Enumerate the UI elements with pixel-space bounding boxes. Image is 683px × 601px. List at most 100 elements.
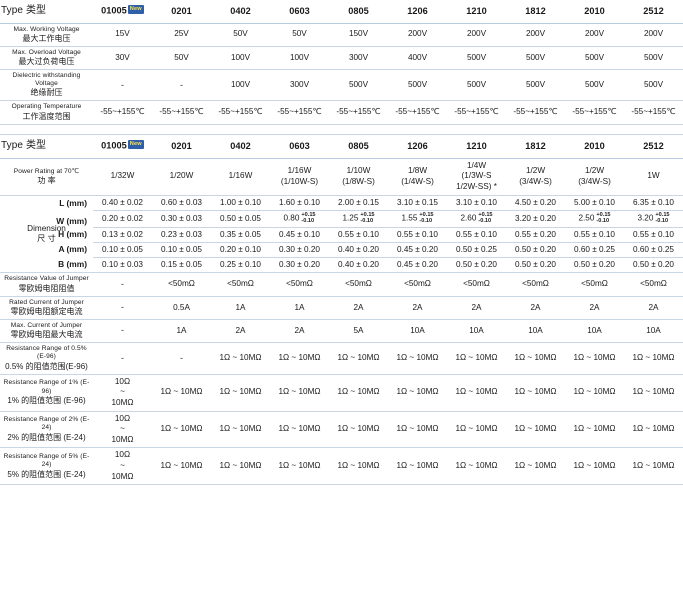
power-line: (3/4W-S) <box>519 176 552 186</box>
cell-r1-c4: 2A <box>329 296 388 320</box>
cell-r5-c7: 1Ω ~ 10MΩ <box>506 411 565 449</box>
table1-type-0603: 0603 <box>270 0 329 24</box>
cell-r1-c8: 2A <box>565 296 624 320</box>
row-label: Max. Working Voltage 最大工作电压 <box>0 23 93 47</box>
empty-dash: - <box>121 325 124 336</box>
value-line: 10MΩ <box>111 397 134 407</box>
dim-A-c2: 0.20 ± 0.10 <box>211 242 270 259</box>
table2-type-01005: 01005 New <box>93 135 152 159</box>
dimension-row-A: 0.10 ± 0.05 0.10 ± 0.05 0.20 ± 0.10 0.30 ± … <box>0 242 683 259</box>
cell-r4-c7: 1Ω ~ 10MΩ <box>506 374 565 412</box>
cell-r0-c4: 150V <box>329 23 388 47</box>
power-line: 1/16W <box>287 166 312 175</box>
cell-r1-c1: 0.5A <box>152 296 211 320</box>
electrical-characteristics-table: Type 类型 01005 New 0201 0402 0603 0805 1206 1210 1… <box>0 0 683 125</box>
dim-W-c3: 0.80 +0.15 -0.10 <box>270 210 329 228</box>
cell-r1-c9: 2A <box>624 296 683 320</box>
dim-A-c7: 0.50 ± 0.20 <box>506 242 565 259</box>
table1-header-label: Type 类型 <box>0 0 93 24</box>
cell-r3-c0: -55~+155℃ <box>93 100 152 125</box>
cell-r2-c5: 10A <box>388 319 447 344</box>
dim-L-c9: 6.35 ± 0.10 <box>624 195 683 211</box>
dim-nominal: 3.20 <box>637 213 654 223</box>
label-en: Operating Temperature <box>11 103 82 111</box>
label-cn: 0.5% 的阻值范围(E-96) <box>5 361 88 371</box>
cell-r3-c4: 1Ω ~ 10MΩ <box>329 342 388 375</box>
dim-L-c0: 0.40 ± 0.02 <box>93 195 152 211</box>
cell-r1-c6: 2A <box>447 296 506 320</box>
dimension-row-B: 0.10 ± 0.03 0.15 ± 0.05 0.25 ± 0.10 0.30 ± … <box>0 257 683 274</box>
dim-tolerance: +0.15 -0.10 <box>360 212 374 225</box>
dimension-label-en: Dimension <box>27 223 66 233</box>
table2-type-0201: 0201 <box>152 135 211 159</box>
dim-A-c5: 0.45 ± 0.20 <box>388 242 447 259</box>
cell-r0-c2: 50V <box>211 23 270 47</box>
cell-r2-c2: 2A <box>211 319 270 344</box>
table-row: Max. Overload Voltage 最大过负荷电压 30V 50V 100V 10… <box>0 46 683 70</box>
dim-tolerance: +0.15 -0.10 <box>419 212 433 225</box>
table-gap-spacer <box>0 124 683 136</box>
dimension-unit: (mm) <box>66 259 87 270</box>
cell-r0-c5: <50mΩ <box>388 272 447 297</box>
cell-r0-c8: 200V <box>565 23 624 47</box>
dim-A-c8: 0.60 ± 0.25 <box>565 242 624 259</box>
cell-r3-c2: -55~+155℃ <box>211 100 270 125</box>
cell-r2-c6: 10A <box>447 319 506 344</box>
power-line: 1/32W <box>110 171 135 181</box>
cell-r2-c1: - <box>152 69 211 102</box>
new-badge: New <box>127 5 144 14</box>
dimension-key-H: H (mm) <box>58 228 87 239</box>
cell-r5-c5: 1Ω ~ 10MΩ <box>388 411 447 449</box>
table-row: Resistance Range of 1% (E-96) 1% 的阻值范围 (E… <box>0 374 683 412</box>
dim-B-c7: 0.50 ± 0.20 <box>506 257 565 274</box>
label-cn: 最大过负荷电压 <box>18 56 75 66</box>
label-cn: 5% 的阻值范围 (E-24) <box>7 469 86 479</box>
type-label-cn: 类型 <box>25 140 46 152</box>
cell-r0-c2: <50mΩ <box>211 272 270 297</box>
table1-type-0201: 0201 <box>152 0 211 24</box>
cell-r5-c1: 1Ω ~ 10MΩ <box>152 411 211 449</box>
cell-r2-c8: 500V <box>565 69 624 102</box>
power-line: (1/4W-S) <box>401 176 434 186</box>
empty-dash: - <box>121 352 124 363</box>
table-row: Resistance Range of 5% (E-24) 5% 的阻值范围 (E… <box>0 447 683 486</box>
label-en: Max. Current of Jumper <box>10 321 83 329</box>
spacer <box>0 124 683 136</box>
cell-r6-c6: 1Ω ~ 10MΩ <box>447 447 506 486</box>
dim-tolerance: +0.15 -0.10 <box>655 212 669 225</box>
dim-W-c5: 1.55 +0.15 -0.10 <box>388 210 447 228</box>
cell-r0-c8: <50mΩ <box>565 272 624 297</box>
dim-B-c4: 0.40 ± 0.20 <box>329 257 388 274</box>
cell-r5-c3: 1Ω ~ 10MΩ <box>270 411 329 449</box>
dim-W-c9: 3.20 +0.15 -0.10 <box>624 210 683 228</box>
cell-r0-c7: 200V <box>506 23 565 47</box>
cell-r6-c7: 1Ω ~ 10MΩ <box>506 447 565 486</box>
value-line: 10MΩ <box>111 471 134 481</box>
cell-r3-c5: -55~+155℃ <box>388 100 447 125</box>
cell-r3-c1: - <box>152 342 211 375</box>
table2-type-2010: 2010 <box>565 135 624 159</box>
cell-r1-c5: 400V <box>388 46 447 70</box>
power-cell-c5: 1/8W (1/4W-S) <box>388 158 447 196</box>
dimension-unit: (mm) <box>66 198 87 209</box>
power-line: (1/10W-S) <box>280 176 319 186</box>
power-cell-c3: 1/16W (1/10W-S) <box>270 158 329 196</box>
cell-r3-c1: -55~+155℃ <box>152 100 211 125</box>
table1-type-1812: 1812 <box>506 0 565 24</box>
cell-r3-c6: -55~+155℃ <box>447 100 506 125</box>
cell-r6-c9: 1Ω ~ 10MΩ <box>624 447 683 486</box>
cell-r0-c1: 25V <box>152 23 211 47</box>
cell-r6-c3: 1Ω ~ 10MΩ <box>270 447 329 486</box>
cell-r5-c9: 1Ω ~ 10MΩ <box>624 411 683 449</box>
dimension-row-W: 0.20 ± 0.02 0.30 ± 0.03 0.50 ± 0.05 0.80 +0.… <box>0 210 683 228</box>
dim-B-c2: 0.25 ± 0.10 <box>211 257 270 274</box>
cell-r3-c4: -55~+155℃ <box>329 100 388 125</box>
cell-r2-c8: 10A <box>565 319 624 344</box>
power-rating-label: Power Rating at 70℃ 功 率 <box>0 158 93 196</box>
dim-B-c0: 0.10 ± 0.03 <box>93 257 152 274</box>
dim-B-c9: 0.50 ± 0.20 <box>624 257 683 274</box>
cell-r3-c0: - <box>93 342 152 375</box>
value-line: 10Ω <box>114 413 131 423</box>
cell-r0-c3: <50mΩ <box>270 272 329 297</box>
label-en: Rated Current of Jumper <box>9 298 84 306</box>
